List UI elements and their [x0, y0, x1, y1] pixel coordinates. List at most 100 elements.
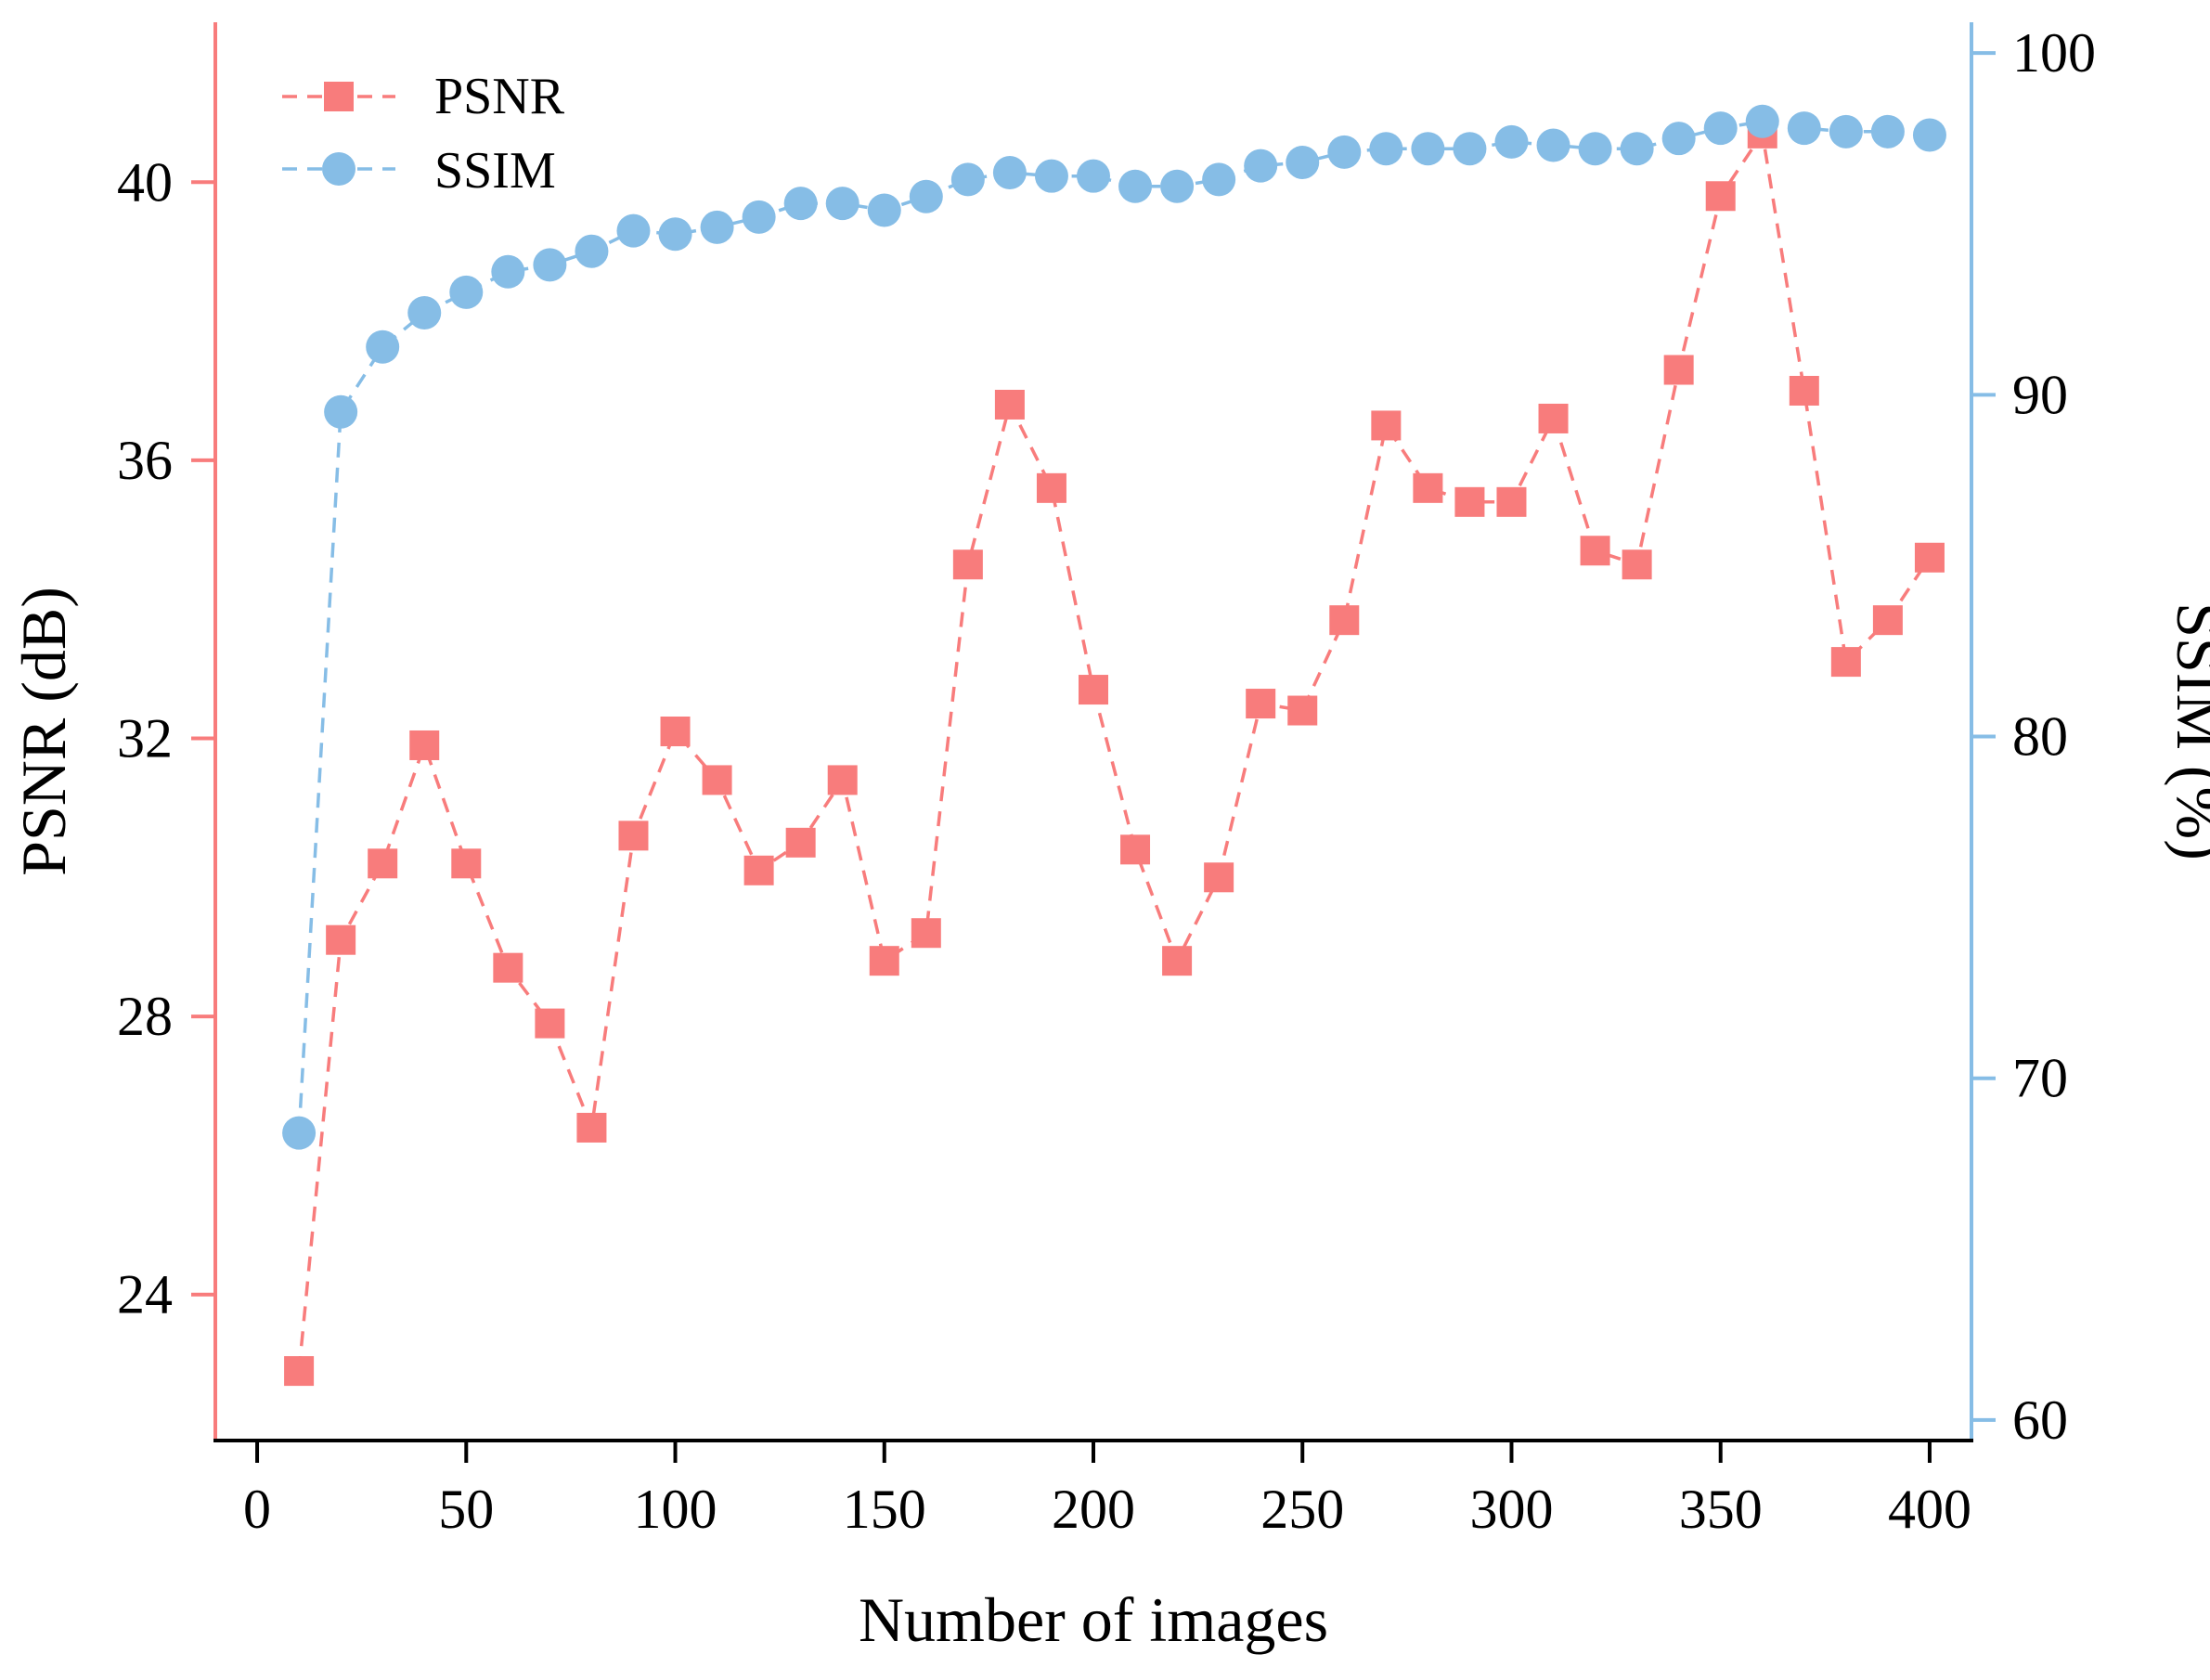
left-y-tick-label: 40: [117, 151, 173, 213]
ssim-point: [950, 162, 985, 197]
x-tick-label: 200: [1052, 1479, 1135, 1540]
psnr-point: [1246, 689, 1276, 719]
series-layer: [282, 104, 1946, 1387]
right-y-tick-label: 80: [2012, 706, 2068, 768]
ssim-point: [1034, 159, 1068, 193]
x-tick-label: 0: [243, 1479, 271, 1540]
psnr-point: [1872, 605, 1903, 636]
ssim-point: [575, 234, 609, 268]
ssim-point: [783, 187, 818, 221]
ssim-point: [1244, 149, 1278, 183]
right-y-tick-label: 90: [2012, 364, 2068, 425]
legend: PSNR SSIM: [282, 68, 565, 200]
psnr-point: [702, 765, 732, 795]
psnr-point: [1705, 181, 1736, 212]
psnr-point: [785, 827, 816, 858]
ssim-point: [616, 213, 651, 248]
psnr-point: [1329, 605, 1360, 636]
ticks-layer: 0 50 100 150 200 250 300 350 400 24 28 32 36 40 60 70 80…: [117, 22, 2096, 1540]
ssim-point: [1912, 118, 1946, 152]
ssim-point: [742, 200, 776, 234]
ssim-point: [407, 295, 442, 330]
psnr-point: [1204, 862, 1234, 893]
psnr-point: [1789, 375, 1819, 406]
ssim-point: [1829, 114, 1863, 149]
right-y-tick-label: 100: [2012, 22, 2096, 84]
ssim-point: [1411, 132, 1445, 166]
ssim-point: [992, 156, 1027, 190]
psnr-point: [994, 389, 1025, 420]
ssim-point: [282, 1116, 317, 1150]
psnr-point: [1036, 472, 1066, 503]
ssim-point: [700, 210, 734, 244]
psnr-point: [535, 1008, 565, 1039]
ssim-point: [1703, 111, 1738, 146]
ssim-point: [825, 187, 859, 221]
right-y-tick-label: 60: [2012, 1389, 2068, 1451]
psnr-point: [284, 1356, 315, 1387]
right-y-tick-label: 70: [2012, 1048, 2068, 1109]
ssim-point: [909, 179, 943, 213]
x-tick-label: 300: [1469, 1479, 1553, 1540]
legend-ssim-marker: [322, 152, 355, 186]
ssim-point: [867, 193, 901, 227]
psnr-point: [1413, 472, 1443, 503]
ssim-point: [449, 275, 484, 309]
x-tick-label: 250: [1260, 1479, 1344, 1540]
psnr-point: [1162, 946, 1193, 976]
left-y-tick-label: 28: [117, 986, 173, 1047]
psnr-point: [1287, 695, 1318, 726]
psnr-point: [1454, 486, 1485, 517]
ssim-point: [1787, 111, 1821, 146]
psnr-line: [297, 129, 1932, 1372]
psnr-point: [1663, 355, 1694, 385]
ssim-point: [1202, 162, 1236, 197]
axes-layer: [213, 22, 1973, 1442]
ssim-point: [1870, 114, 1905, 149]
psnr-point: [451, 848, 482, 879]
psnr-point: [1496, 486, 1527, 517]
ssim-point: [324, 394, 358, 429]
psnr-point: [660, 717, 691, 746]
psnr-point: [409, 730, 440, 760]
ssim-point: [1661, 122, 1696, 156]
x-axis-title: Number of images: [859, 1584, 1328, 1655]
ssim-point: [1745, 104, 1779, 138]
psnr-point: [368, 848, 398, 879]
psnr-point: [827, 765, 858, 795]
x-tick-label: 400: [1888, 1479, 1971, 1540]
x-tick-label: 350: [1679, 1479, 1763, 1540]
left-y-tick-label: 36: [117, 430, 173, 491]
psnr-point: [911, 918, 941, 949]
psnr-point: [618, 821, 649, 851]
legend-ssim-label: SSIM: [434, 142, 556, 200]
ssim-point: [1369, 132, 1403, 166]
ssim-point: [1494, 124, 1529, 159]
left-y-tick-label: 24: [117, 1264, 173, 1325]
psnr-point: [1079, 675, 1108, 705]
ssim-point: [491, 254, 525, 289]
ssim-point: [1453, 132, 1487, 166]
psnr-point: [743, 855, 774, 885]
ssim-point: [1327, 135, 1362, 169]
psnr-point: [869, 946, 899, 976]
x-tick-label: 50: [438, 1479, 494, 1540]
ssim-point: [1160, 169, 1195, 203]
ssim-point: [1620, 132, 1654, 166]
ssim-line: [297, 120, 1931, 1133]
psnr-point: [1580, 536, 1610, 566]
ssim-point: [366, 330, 400, 364]
legend-psnr-marker: [324, 82, 354, 111]
legend-psnr-label: PSNR: [434, 68, 565, 125]
psnr-point: [952, 549, 983, 580]
psnr-point: [1914, 542, 1945, 573]
psnr-point: [1830, 647, 1861, 678]
psnr-point: [1538, 403, 1569, 433]
left-y-tick-label: 32: [117, 707, 173, 769]
psnr-point: [1371, 410, 1402, 441]
left-y-axis-title: PSNR (dB): [8, 587, 79, 876]
ssim-point: [1118, 169, 1153, 203]
ssim-point: [533, 248, 567, 282]
psnr-point: [493, 952, 523, 983]
